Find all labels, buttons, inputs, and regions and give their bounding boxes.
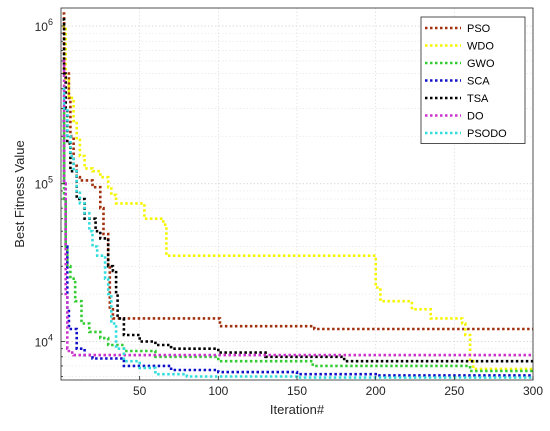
legend-label: TSA — [467, 93, 489, 105]
x-tick-label: 200 — [366, 384, 386, 398]
series-line-psodo — [62, 87, 533, 379]
legend-label: DO — [467, 111, 484, 123]
legend-box — [420, 16, 526, 144]
legend: PSO WDO GWO SCA TSA DO PSODO — [420, 16, 526, 144]
series-lines — [62, 12, 535, 379]
x-tick-label: 250 — [444, 384, 464, 398]
y-axis-ticks: 104 105 106 — [35, 17, 65, 377]
legend-label: GWO — [467, 58, 495, 70]
y-tick-label: 104 — [35, 332, 53, 349]
x-tick-label: 300 — [523, 384, 543, 398]
series-line-do — [62, 59, 533, 357]
y-tick-label: 106 — [35, 17, 53, 34]
legend-label: PSODO — [467, 128, 507, 140]
series-line-tsa — [62, 18, 533, 363]
legend-label: WDO — [467, 41, 494, 53]
legend-label: PSO — [467, 23, 491, 35]
legend-label: SCA — [467, 76, 490, 88]
x-axis-label: Iteration# — [270, 402, 325, 417]
y-tick-label: 105 — [35, 175, 53, 192]
series-line-wdo — [62, 24, 533, 371]
x-tick-label: 50 — [133, 384, 147, 398]
x-axis-ticks: 50 100 150 200 250 300 — [133, 376, 543, 398]
x-tick-label: 100 — [208, 384, 228, 398]
y-axis-label: Best Fitness Value — [12, 140, 27, 247]
series-line-pso — [62, 12, 533, 331]
x-tick-label: 150 — [287, 384, 307, 398]
series-line-gwo — [62, 107, 535, 374]
